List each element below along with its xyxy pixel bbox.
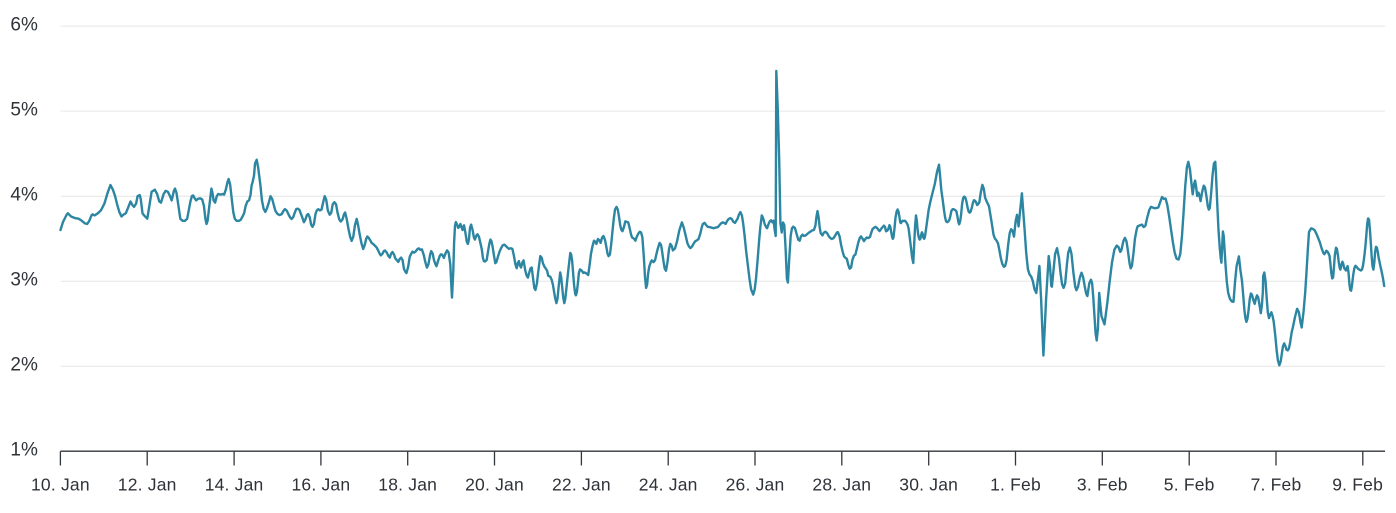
svg-text:1. Feb: 1. Feb xyxy=(990,475,1041,495)
svg-text:20. Jan: 20. Jan xyxy=(465,475,524,495)
svg-text:3. Feb: 3. Feb xyxy=(1077,475,1128,495)
svg-text:30. Jan: 30. Jan xyxy=(899,475,958,495)
svg-text:2%: 2% xyxy=(10,354,38,375)
svg-text:10. Jan: 10. Jan xyxy=(31,475,90,495)
svg-text:3%: 3% xyxy=(10,269,38,290)
svg-text:28. Jan: 28. Jan xyxy=(812,475,871,495)
svg-text:24. Jan: 24. Jan xyxy=(639,475,698,495)
svg-text:22. Jan: 22. Jan xyxy=(552,475,611,495)
svg-text:26. Jan: 26. Jan xyxy=(726,475,785,495)
svg-text:5. Feb: 5. Feb xyxy=(1164,475,1215,495)
svg-text:12. Jan: 12. Jan xyxy=(118,475,177,495)
svg-text:7. Feb: 7. Feb xyxy=(1251,475,1302,495)
svg-text:5%: 5% xyxy=(10,99,38,120)
svg-text:9. Feb: 9. Feb xyxy=(1332,475,1383,495)
svg-text:1%: 1% xyxy=(10,439,38,460)
svg-text:14. Jan: 14. Jan xyxy=(205,475,264,495)
svg-text:18. Jan: 18. Jan xyxy=(378,475,437,495)
svg-text:4%: 4% xyxy=(10,184,38,205)
svg-text:16. Jan: 16. Jan xyxy=(291,475,350,495)
svg-text:6%: 6% xyxy=(10,14,38,35)
